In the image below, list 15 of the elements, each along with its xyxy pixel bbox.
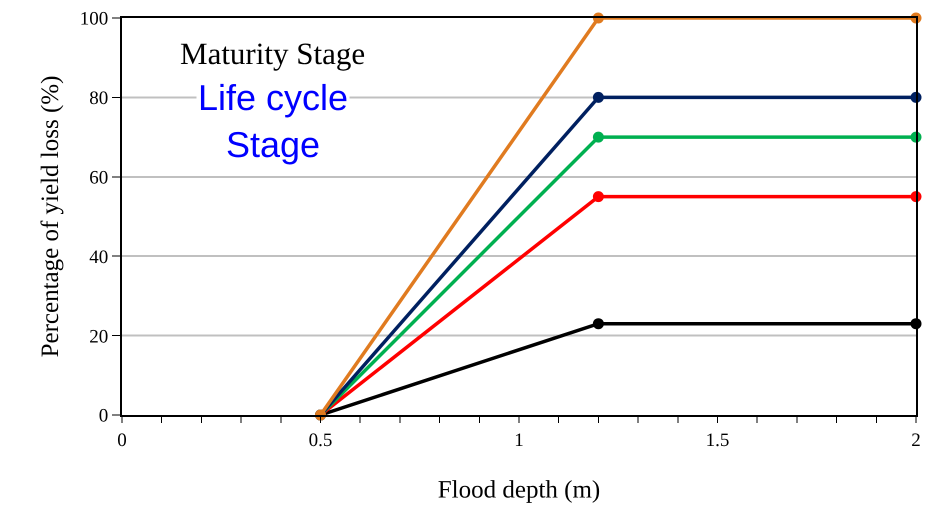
x-tick-label: 0 <box>117 430 127 451</box>
y-tick-label: 20 <box>89 326 108 348</box>
x-tick-label: 1.5 <box>706 430 730 451</box>
y-tick-label: 80 <box>89 88 108 110</box>
x-tick-label: 0.5 <box>308 430 332 451</box>
y-tick-label: 0 <box>98 406 108 427</box>
y-axis-title: Percentage of yield loss (%) <box>36 76 64 358</box>
x-tick-label: 1 <box>514 430 524 451</box>
x-axis-title: Flood depth (m) <box>438 476 600 504</box>
annotation: Maturity Stage <box>180 36 366 71</box>
annotation: Life cycle Stage <box>198 77 348 165</box>
y-tick-label: 60 <box>89 167 108 188</box>
y-tick-label: 40 <box>89 246 108 268</box>
x-tick-label: 2 <box>911 430 921 451</box>
y-tick-label: 100 <box>80 8 108 30</box>
